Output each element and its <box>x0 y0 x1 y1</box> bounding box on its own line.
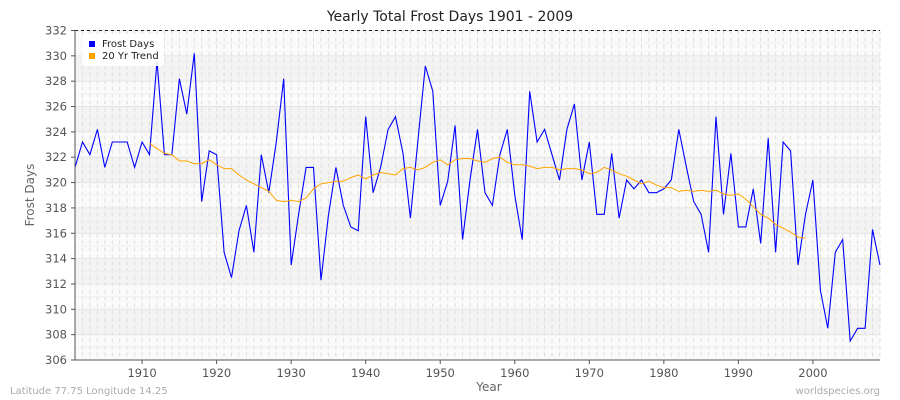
grid-lines <box>74 30 881 361</box>
x-tick-label: 1910 <box>127 366 156 380</box>
legend-swatch-frost-days <box>89 41 95 47</box>
legend-swatch-trend <box>89 53 95 59</box>
x-tick-label: 1920 <box>202 366 231 380</box>
chart-title: Yearly Total Frost Days 1901 - 2009 <box>326 9 573 25</box>
x-axis-label: Year <box>475 380 501 394</box>
y-tick-label: 322 <box>45 150 67 164</box>
y-tick-label: 318 <box>45 201 67 215</box>
y-tick-label: 324 <box>45 125 67 139</box>
y-tick-label: 328 <box>45 74 67 88</box>
y-tick-label: 306 <box>45 353 67 367</box>
y-tick-label: 314 <box>45 252 67 266</box>
y-tick-label: 330 <box>45 49 67 63</box>
y-tick-label: 312 <box>45 277 67 291</box>
x-tick-label: 1930 <box>277 366 306 380</box>
legend: Frost Days 20 Yr Trend <box>82 34 164 66</box>
series-lines <box>74 53 881 343</box>
frost-days-line <box>74 53 881 343</box>
y-tick-label: 332 <box>45 24 67 38</box>
legend-label-trend: 20 Yr Trend <box>102 51 159 62</box>
x-tick-label: 1970 <box>575 366 604 380</box>
y-tick-label: 310 <box>45 302 67 316</box>
x-tick-label: 1940 <box>351 366 380 380</box>
x-tick-label: 2000 <box>798 366 827 380</box>
footer-site: worldspecies.org <box>796 386 880 397</box>
trend-line <box>149 142 806 239</box>
y-tick-label: 320 <box>45 176 67 190</box>
x-tick-label: 1980 <box>649 366 678 380</box>
y-axis-label: Frost Days <box>23 164 37 227</box>
y-tick-label: 326 <box>45 100 67 114</box>
footer-coords: Latitude 77.75 Longitude 14.25 <box>10 386 168 397</box>
legend-box <box>82 34 164 66</box>
y-tick-label: 308 <box>45 328 67 342</box>
legend-label-frost-days: Frost Days <box>102 39 154 50</box>
y-tick-label: 316 <box>45 226 67 240</box>
x-tick-label: 1950 <box>426 366 455 380</box>
x-tick-label: 1960 <box>500 366 529 380</box>
axes: 306 308 310 312 314 316 318 320 322 324 326 328 330 3… <box>45 24 880 380</box>
x-tick-label: 1990 <box>724 366 753 380</box>
